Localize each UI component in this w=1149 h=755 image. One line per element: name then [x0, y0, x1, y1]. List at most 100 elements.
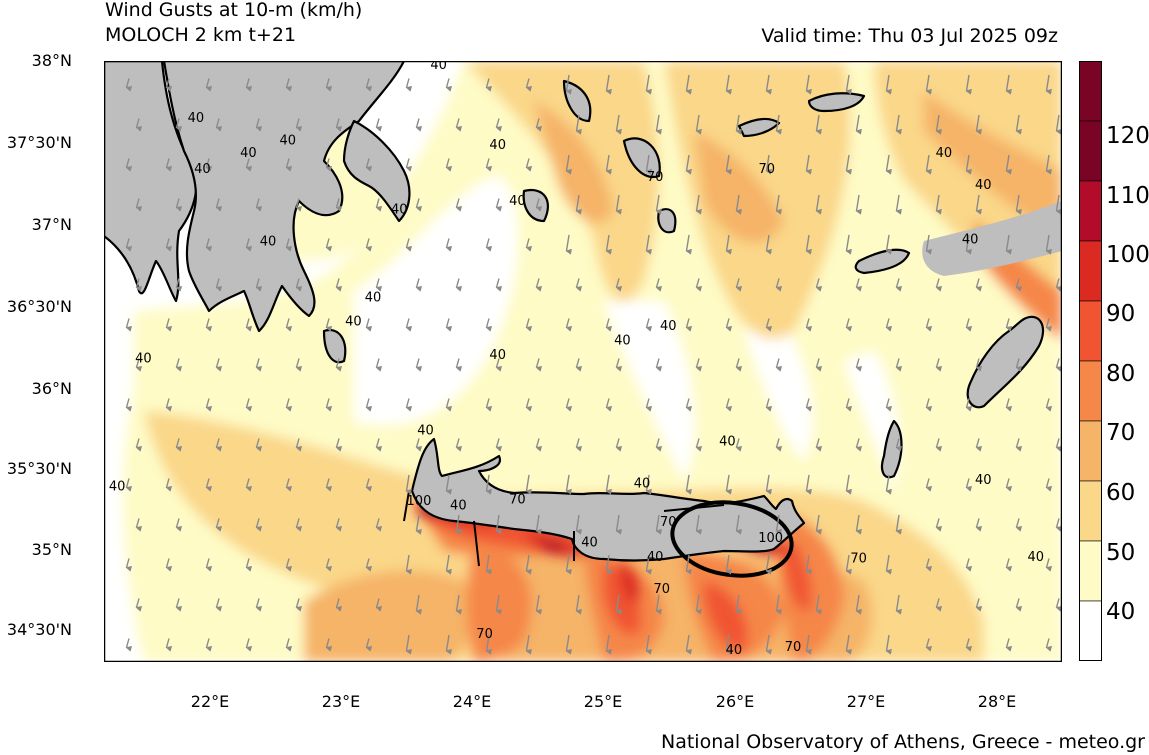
wind-arrow — [205, 158, 213, 172]
wind-arrow — [855, 438, 863, 452]
contour-label: 40 — [936, 146, 953, 161]
wind-arrow — [455, 594, 462, 615]
contour-labels: 40 40 40 40 40 40 40 40 40 40 40 40 40 40 40 40 40 40 40 40… — [109, 61, 1062, 658]
contour-label: 70 — [647, 170, 664, 185]
wind-arrow — [215, 358, 223, 372]
wind-arrow — [575, 278, 583, 292]
wind-arrow — [565, 74, 572, 95]
wind-arrow — [365, 158, 373, 172]
wind-arrow — [1015, 438, 1023, 452]
wind-arrow — [525, 238, 533, 252]
wind-arrow — [885, 74, 892, 95]
contour-label: 40 — [962, 233, 979, 248]
wind-arrow — [695, 194, 702, 215]
wind-arrow — [165, 318, 173, 332]
contour-label: 100 — [758, 531, 783, 546]
lat-tick-label: 38°N — [31, 51, 72, 70]
wind-arrow — [1055, 598, 1062, 612]
wind-arrow — [325, 398, 333, 412]
wind-arrow — [565, 234, 572, 255]
wind-arrow — [445, 238, 453, 252]
wind-arrow — [365, 558, 373, 572]
wind-arrow — [1055, 114, 1062, 135]
wind-arrow — [485, 634, 492, 655]
wind-arrow — [415, 594, 422, 615]
wind-arrow — [535, 358, 543, 372]
wind-arrow — [485, 398, 493, 412]
wind-arrow — [125, 238, 133, 252]
wind-arrow — [495, 514, 502, 535]
wind-arrow — [725, 154, 732, 175]
wind-arrow — [135, 358, 143, 372]
wind-arrow — [255, 198, 263, 212]
wind-arrow — [175, 118, 183, 132]
wind-arrow — [615, 278, 623, 292]
wind-arrow — [175, 278, 183, 292]
wind-arrow — [845, 154, 852, 175]
colorbar-box — [1079, 360, 1102, 422]
colorbar — [1079, 61, 1102, 661]
wind-arrow — [335, 118, 343, 132]
wind-arrow — [495, 198, 503, 212]
wind-arrow — [885, 398, 893, 412]
lon-tick-label: 23°E — [321, 692, 361, 711]
wind-arrow — [455, 198, 463, 212]
wind-arrow — [375, 118, 383, 132]
wind-arrow — [495, 118, 503, 132]
wind-arrow — [735, 194, 742, 215]
colorbar-box — [1079, 420, 1102, 482]
wind-arrow — [725, 554, 732, 575]
wind-arrow — [525, 554, 532, 575]
wind-arrow — [685, 634, 692, 655]
wind-arrow — [685, 474, 692, 495]
wind-arrow — [135, 518, 143, 532]
wind-arrow — [405, 318, 413, 332]
wind-arrow — [1005, 74, 1012, 95]
wind-arrow — [615, 194, 622, 215]
turkish-land — [922, 201, 1062, 276]
wind-arrow — [375, 598, 383, 612]
wind-arrow — [965, 398, 973, 412]
wind-arrow — [805, 554, 812, 575]
wind-arrow — [445, 634, 452, 655]
wind-arrow — [445, 158, 453, 172]
wind-arrow — [445, 474, 452, 495]
wind-arrow — [815, 594, 822, 615]
lon-tick-label: 26°E — [715, 692, 755, 711]
wind-arrow — [725, 634, 732, 655]
wind-arrow — [845, 398, 853, 412]
wind-arrow — [495, 594, 502, 615]
wind-arrow — [695, 594, 702, 615]
wind-arrow — [885, 318, 893, 332]
wind-arrow — [645, 398, 653, 412]
wind-arrow — [485, 318, 493, 332]
wind-arrow — [215, 598, 223, 612]
contour-label: 40 — [391, 202, 408, 217]
wind-arrow — [495, 278, 503, 292]
wind-arrow — [335, 278, 343, 292]
wind-arrow — [895, 358, 903, 372]
wind-arrow — [245, 638, 253, 652]
wind-arrow — [445, 78, 453, 92]
wind-arrow — [855, 114, 862, 135]
colorbar-label: 110 — [1106, 183, 1149, 209]
wind-arrow — [685, 74, 692, 95]
colorbar-box — [1079, 540, 1102, 602]
wind-arrow — [975, 598, 983, 612]
wind-arrow — [175, 358, 183, 372]
wind-arrow — [335, 518, 343, 532]
credit-line: National Observatory of Athens, Greece -… — [660, 731, 1145, 753]
map-frame — [104, 61, 1062, 662]
wind-arrow — [135, 118, 143, 132]
wind-arrow — [535, 278, 543, 292]
wind-arrow — [1005, 398, 1013, 412]
wind-arrow — [405, 238, 413, 252]
wind-arrow — [695, 514, 702, 535]
wind-arrow — [325, 638, 333, 652]
wind-arrow — [295, 358, 303, 372]
wind-arrow — [295, 518, 303, 532]
wind-arrow — [845, 234, 852, 255]
wind-arrow — [365, 238, 373, 252]
wind-arrow — [445, 318, 453, 332]
wind-arrow — [285, 478, 293, 492]
